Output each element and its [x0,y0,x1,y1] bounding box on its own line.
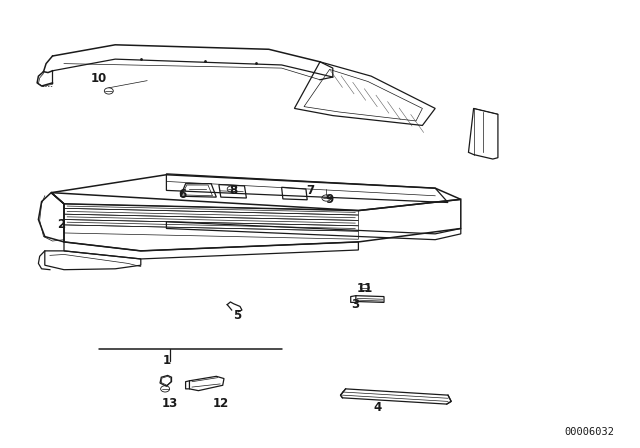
Text: 11: 11 [356,282,373,296]
Text: 4: 4 [374,401,381,414]
Text: 2: 2 [57,217,65,231]
Text: 00006032: 00006032 [564,427,614,437]
Text: 8: 8 [230,184,237,197]
Text: 1: 1 [163,354,170,367]
Text: 12: 12 [212,396,229,410]
Text: 7: 7 [307,184,314,197]
Text: 6: 6 [179,188,186,202]
Text: 5: 5 [233,309,241,323]
Text: 13: 13 [161,396,178,410]
Text: 10: 10 [91,72,108,85]
Text: 9: 9 [326,193,333,206]
Text: 3: 3 [351,298,359,311]
